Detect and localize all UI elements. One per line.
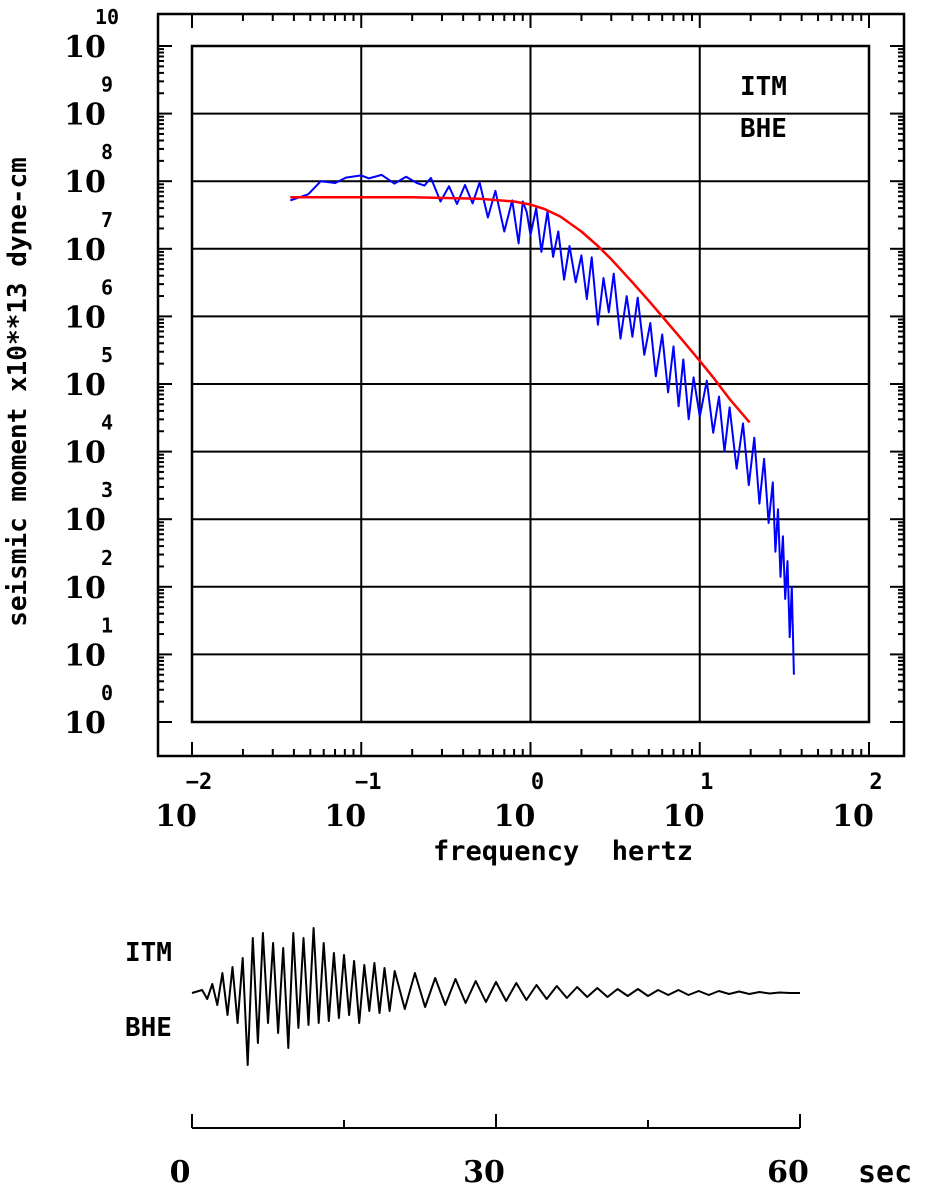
seismogram-channel-label: BHE (125, 1013, 172, 1043)
x-tick-base: 10 (324, 799, 366, 834)
y-tick-exponent: 7 (101, 208, 113, 232)
x-tick-base: 10 (663, 799, 705, 834)
x-tick-exponent: 1 (700, 770, 713, 795)
time-tick-label: 0 (170, 1155, 191, 1184)
x-tick-base: 10 (494, 799, 536, 834)
y-tick-base: 10 (64, 368, 106, 403)
y-tick-exponent: 0 (101, 681, 113, 705)
y-tick-exponent: 3 (101, 478, 113, 502)
y-tick-exponent: 5 (101, 343, 113, 367)
y-tick-base: 10 (64, 503, 106, 538)
grid-lines (192, 46, 869, 722)
y-tick-base: 10 (64, 706, 106, 741)
x-tick-exponent: 2 (869, 770, 882, 795)
spectrum-line (289, 173, 795, 675)
seismogram-line (191, 927, 800, 1066)
y-tick-exponent: 10 (95, 5, 119, 29)
time-tick-label: 60 (767, 1155, 809, 1184)
y-tick-exponent: 9 (101, 73, 113, 97)
y-tick-base: 10 (64, 98, 106, 133)
y-tick-base: 10 (64, 300, 106, 335)
time-axis-unit: sec (858, 1155, 912, 1184)
y-tick-base: 10 (64, 571, 106, 606)
y-tick-base: 10 (64, 165, 106, 200)
y-tick-exponent: 8 (101, 140, 113, 164)
y-tick-exponent: 2 (101, 546, 113, 570)
y-tick-base: 10 (64, 638, 106, 673)
spectrum-series (289, 173, 795, 675)
x-tick-exponent: −2 (186, 770, 213, 795)
y-tick-exponent: 1 (101, 613, 113, 637)
seismogram-panel: ITM BHE 0 30 60 sec (125, 927, 912, 1184)
x-tick-exponent: −1 (355, 770, 382, 795)
y-tick-base: 10 (64, 233, 106, 268)
spectrum-annotation-station: ITM (740, 72, 787, 102)
seismogram-station-label: ITM (125, 938, 172, 968)
y-axis-label: seismic moment x10**13 dyne-cm (3, 157, 33, 627)
x-tick-base: 10 (832, 799, 874, 834)
time-axis-labels: 0 30 60 (170, 1155, 809, 1184)
time-axis-ticks (191, 1114, 801, 1128)
x-tick-exponent: 0 (531, 770, 544, 795)
y-tick-base: 10 (64, 30, 106, 65)
seismogram-trace (191, 927, 800, 1066)
x-minor-ticks (191, 14, 870, 756)
y-minor-ticks (158, 45, 904, 723)
y-tick-exponent: 6 (101, 275, 113, 299)
time-tick-label: 30 (463, 1155, 505, 1184)
y-tick-base: 10 (64, 436, 106, 471)
x-tick-labels: −2 10 −1 10 0 10 1 10 2 10 (155, 770, 883, 834)
model-fit-line (290, 195, 751, 424)
x-axis-label: frequency hertz (433, 836, 693, 867)
spectrum-annotation-channel: BHE (740, 114, 787, 144)
x-tick-base: 10 (155, 799, 197, 834)
y-tick-exponent: 4 (101, 411, 113, 435)
